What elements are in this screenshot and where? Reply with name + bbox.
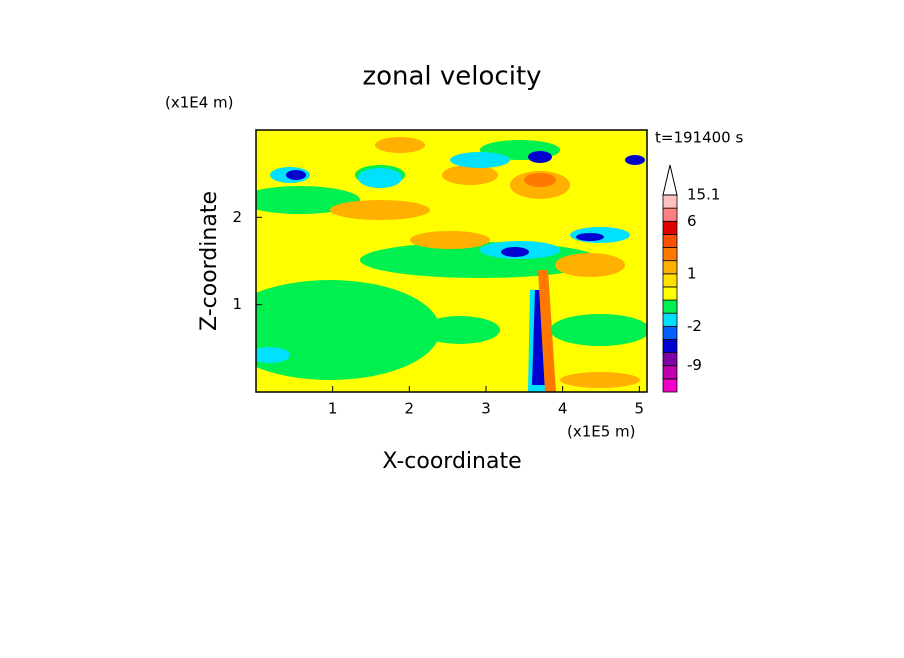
- colorbar-label: -2: [687, 317, 702, 335]
- colorbar-segment: [662, 286, 678, 301]
- y-unit: (x1E4 m): [165, 94, 234, 112]
- colorbar-segment: [662, 299, 678, 314]
- colorbar-segment: [662, 273, 678, 288]
- colorbar-segment: [662, 260, 678, 275]
- colorbar-extend: [662, 164, 678, 196]
- x-axis-label: X-coordinate: [382, 449, 521, 474]
- colorbar-segment: [662, 352, 678, 367]
- colorbar-label: 1: [687, 264, 697, 282]
- colorbar-label: 15.1: [687, 186, 720, 204]
- colorbar-segment: [662, 194, 678, 209]
- x-tick-label: 1: [328, 400, 338, 418]
- x-tick-label: 5: [635, 400, 645, 418]
- colorbar-segment: [662, 247, 678, 262]
- colorbar-label: 6: [687, 212, 697, 230]
- annotation: t=191400 s: [655, 129, 743, 147]
- colorbar-segment: [662, 220, 678, 235]
- y-axis-label: Z-coordinate: [197, 191, 222, 331]
- colorbar-label: -9: [687, 356, 702, 374]
- colorbar-segment: [662, 312, 678, 327]
- colorbar-segment: [662, 378, 678, 393]
- colorbar-segment: [662, 365, 678, 380]
- colorbar-segment: [662, 207, 678, 222]
- y-tick-label: 1: [232, 295, 242, 313]
- colorbar-segment: [662, 325, 678, 340]
- plot-frame: [255, 129, 648, 393]
- colorbar-segment: [662, 233, 678, 248]
- x-tick-label: 2: [405, 400, 415, 418]
- x-tick-label: 4: [558, 400, 568, 418]
- y-tick-label: 2: [232, 208, 242, 226]
- x-tick-label: 3: [481, 400, 491, 418]
- colorbar-segment: [662, 339, 678, 354]
- chart-title: zonal velocity: [362, 62, 541, 92]
- x-unit: (x1E5 m): [567, 423, 636, 441]
- contour-field: [256, 130, 647, 392]
